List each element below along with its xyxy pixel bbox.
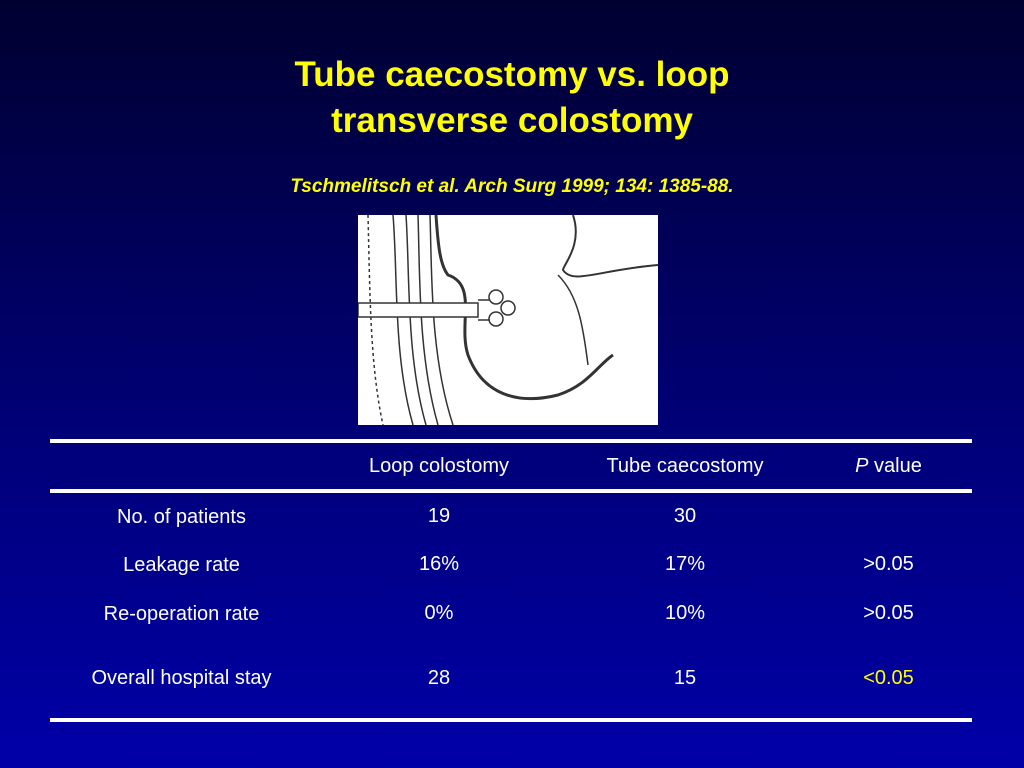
results-table: Loop colostomy Tube caecostomy P value No.… xyxy=(50,439,972,722)
cell: 17% xyxy=(664,553,706,575)
illustration xyxy=(358,215,658,425)
table-row: Leakage rate 16% 17% >0.05 xyxy=(50,540,972,589)
p-value: >0.05 xyxy=(863,553,914,575)
cell: 16% xyxy=(418,553,460,575)
row-label: Leakage rate xyxy=(123,553,240,576)
p-label: value xyxy=(874,454,922,477)
cell: 19 xyxy=(427,505,451,527)
citation: Tschmelitsch et al. Arch Surg 1999; 134:… xyxy=(290,176,734,197)
header-cell xyxy=(50,441,313,491)
table-row: No. of patients 19 30 xyxy=(50,491,972,540)
table-row: Re-operation rate 0% 10% >0.05 xyxy=(50,589,972,638)
p-value: >0.05 xyxy=(863,602,914,624)
row-label: No. of patients xyxy=(117,505,246,528)
p-symbol: P xyxy=(855,454,869,477)
header-cell: P value xyxy=(805,441,972,491)
p-value: <0.05 xyxy=(863,666,914,689)
cell: 10% xyxy=(664,602,706,624)
cell: 15 xyxy=(673,666,697,689)
cell: 0% xyxy=(424,602,454,624)
header-cell: Loop colostomy xyxy=(368,454,510,477)
row-label: Re-operation rate xyxy=(103,602,260,625)
table-row: Overall hospital stay 28 15 <0.05 xyxy=(50,638,972,720)
slide-title: Tube caecostomy vs. loop transverse colo… xyxy=(294,55,730,140)
row-label: Overall hospital stay xyxy=(91,667,272,689)
cell: 28 xyxy=(427,666,451,689)
p-value xyxy=(805,491,972,540)
cell: 30 xyxy=(673,505,697,527)
header-cell: Tube caecostomy xyxy=(606,454,764,477)
header-row: Loop colostomy Tube caecostomy P value xyxy=(50,441,972,491)
